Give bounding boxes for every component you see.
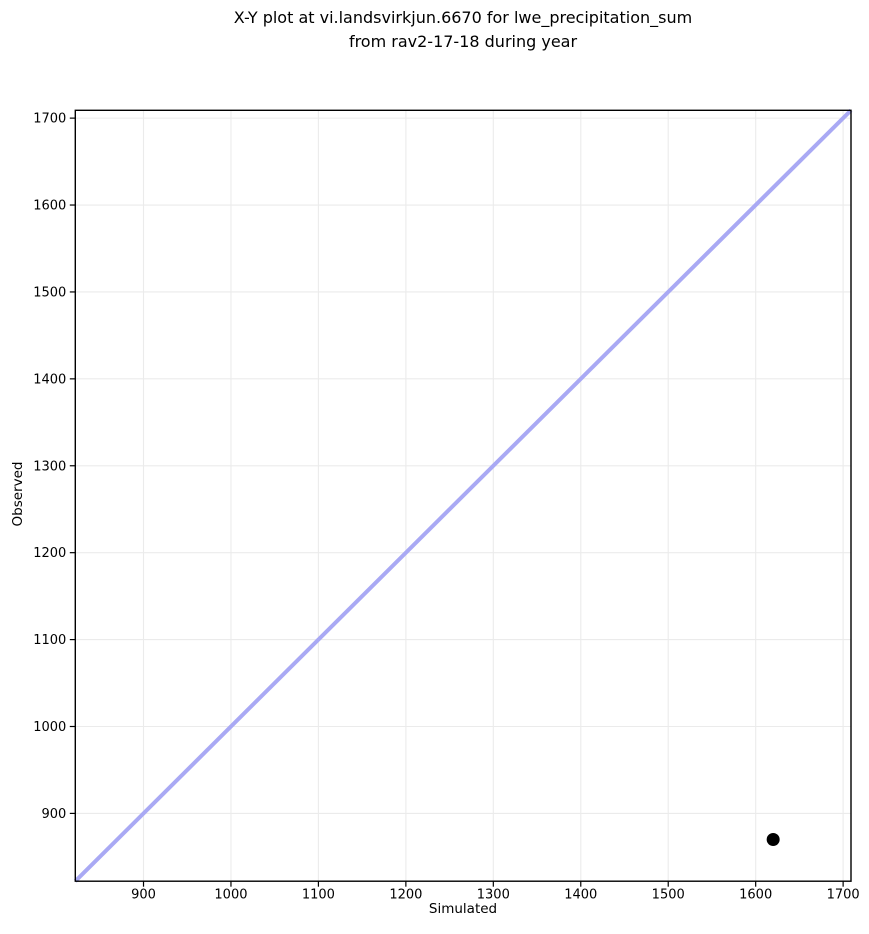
chart-title: X-Y plot at vi.landsvirkjun.6670 for lwe… (233, 8, 693, 51)
x-tick-label-1500: 1500 (652, 888, 685, 903)
x-tick-label-1300: 1300 (477, 888, 510, 903)
y-tick-label-1700: 1700 (33, 112, 66, 127)
y-tick-label-1100: 1100 (33, 633, 66, 648)
y-tick-label-1400: 1400 (33, 372, 66, 387)
y-tick-label-1000: 1000 (33, 720, 66, 735)
x-tick-label-1200: 1200 (389, 888, 422, 903)
x-tick-label-1000: 1000 (214, 888, 247, 903)
x-tick-label-1400: 1400 (564, 888, 597, 903)
identity-line (73, 108, 853, 883)
y-tick-label-1300: 1300 (33, 459, 66, 474)
y-tick-label-900: 900 (41, 807, 66, 822)
axes-frame (74, 109, 852, 882)
y-tick-label-1200: 1200 (33, 546, 66, 561)
x-tick-label-1600: 1600 (739, 888, 772, 903)
x-axis-label: Simulated (428, 901, 498, 917)
y-tick-label-1600: 1600 (33, 199, 66, 214)
y-tick-label-1500: 1500 (33, 285, 66, 300)
x-tick-label-1700: 1700 (827, 888, 860, 903)
x-tick-label-1100: 1100 (302, 888, 335, 903)
x-tick-label-900: 900 (131, 888, 156, 903)
data-point-observed-vs-simulated (766, 832, 780, 846)
